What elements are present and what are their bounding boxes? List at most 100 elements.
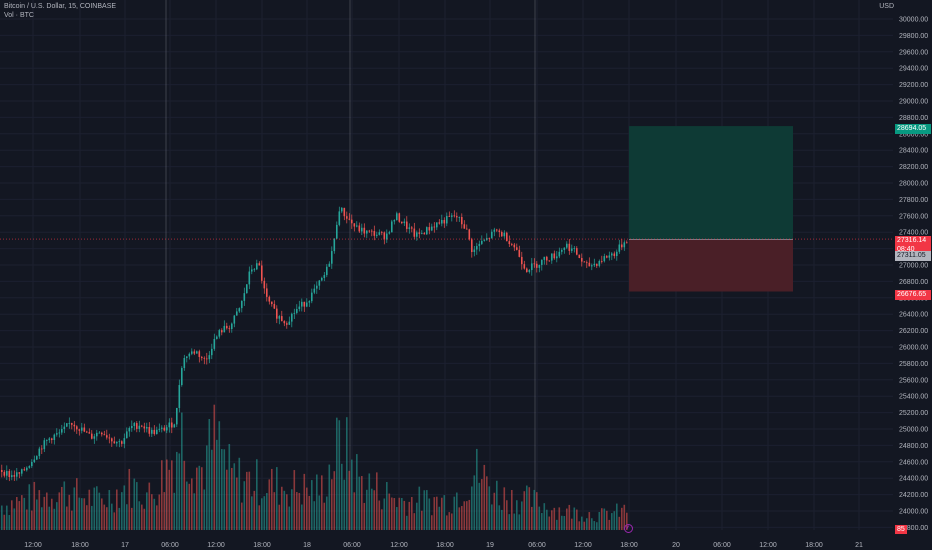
volume-bar bbox=[613, 511, 616, 530]
volume-bar bbox=[371, 488, 373, 530]
volume-bar bbox=[496, 480, 498, 530]
volume-bar bbox=[476, 448, 478, 530]
candle-body bbox=[573, 248, 576, 249]
volume-bar bbox=[528, 487, 531, 530]
volume-bar bbox=[491, 504, 493, 530]
volume-bar bbox=[266, 492, 268, 530]
volume-bar bbox=[233, 463, 236, 530]
candle-body bbox=[101, 432, 103, 435]
volume-bar bbox=[368, 473, 371, 530]
candle-body bbox=[111, 438, 113, 442]
candle-body bbox=[398, 213, 401, 222]
candle-body bbox=[508, 241, 511, 245]
volume-bar bbox=[3, 514, 6, 530]
candle-body bbox=[38, 448, 41, 457]
candle-body bbox=[421, 233, 423, 234]
candle-body bbox=[241, 300, 243, 309]
volume-bar bbox=[36, 499, 38, 530]
volume-bar bbox=[563, 516, 566, 530]
volume-bar bbox=[333, 471, 336, 530]
candle-body bbox=[186, 356, 188, 359]
volume-bar bbox=[76, 478, 78, 530]
volume-bar bbox=[26, 509, 28, 530]
volume-bar bbox=[231, 467, 233, 530]
volume-bar bbox=[396, 507, 398, 530]
candle-body bbox=[441, 219, 443, 224]
candle-body bbox=[208, 355, 211, 360]
candle-body bbox=[488, 237, 491, 239]
volume-bar bbox=[616, 503, 618, 530]
volume-bar bbox=[153, 498, 156, 530]
candle-body bbox=[371, 230, 373, 232]
candle-body bbox=[301, 301, 303, 307]
time-axis-label: 17 bbox=[121, 542, 129, 549]
volume-bar bbox=[146, 492, 148, 530]
candle-body bbox=[138, 425, 141, 429]
volume-bar bbox=[416, 502, 418, 530]
candle-body bbox=[203, 357, 206, 359]
price-axis-label: 28200.00 bbox=[899, 164, 928, 171]
volume-bar bbox=[206, 445, 208, 530]
candle-body bbox=[311, 292, 313, 302]
volume-bar bbox=[356, 454, 358, 530]
candle-body bbox=[78, 429, 81, 431]
candle-body bbox=[181, 368, 183, 386]
candle-body bbox=[321, 277, 323, 281]
candle-body bbox=[191, 351, 193, 354]
long-position-tool[interactable] bbox=[629, 126, 793, 292]
symbol-legend[interactable]: Bitcoin / U.S. Dollar, 15, COINBASE bbox=[4, 3, 117, 10]
candle-body bbox=[528, 270, 531, 272]
candle-body bbox=[263, 280, 266, 289]
volume-bar bbox=[403, 500, 406, 530]
candle-body bbox=[113, 441, 116, 444]
candle-body bbox=[231, 323, 233, 330]
volume-bar bbox=[623, 504, 626, 530]
replay-icon[interactable] bbox=[624, 524, 633, 533]
bar-countdown: 08:40 bbox=[897, 246, 915, 253]
candle-body bbox=[503, 232, 506, 237]
candle-body bbox=[88, 432, 91, 434]
volume-bar bbox=[438, 506, 441, 530]
volume-bar bbox=[398, 497, 401, 530]
volume-bar bbox=[393, 498, 396, 530]
candle-body bbox=[368, 230, 371, 232]
candle-body bbox=[313, 288, 316, 293]
volume-bar bbox=[348, 470, 351, 530]
volume-legend[interactable]: Vol · BTC bbox=[4, 12, 34, 19]
volume-bar bbox=[518, 514, 521, 530]
candle-body bbox=[6, 471, 8, 476]
candle-body bbox=[598, 260, 601, 266]
price-axis-label: 28600.00 bbox=[899, 131, 928, 138]
volume-bar bbox=[151, 494, 153, 530]
candle-body bbox=[103, 434, 106, 436]
candle-body bbox=[161, 427, 163, 429]
candle-body bbox=[456, 216, 458, 218]
volume-bar bbox=[611, 513, 613, 530]
candle-body bbox=[98, 432, 101, 434]
candle-body bbox=[13, 475, 16, 477]
candle-body bbox=[211, 348, 213, 356]
candle-body bbox=[521, 256, 523, 265]
candle-body bbox=[366, 230, 368, 234]
volume-bar bbox=[328, 464, 331, 530]
candle-body bbox=[431, 226, 433, 231]
volume-bar bbox=[308, 495, 311, 530]
candle-body bbox=[53, 434, 56, 440]
time-axis[interactable]: 12:00 18:00 17 06:00 12:00 18:00 18 06:00 12:00 1… bbox=[24, 542, 863, 549]
volume-bar bbox=[413, 513, 416, 530]
volume-bar bbox=[28, 484, 31, 530]
candle-body bbox=[401, 221, 403, 224]
volume-bar bbox=[261, 498, 263, 530]
candle-body bbox=[71, 423, 73, 425]
price-axis[interactable]: 30000.00 29800.00 29600.00 29400.00 29200.00… bbox=[899, 17, 928, 532]
candle-body bbox=[281, 316, 283, 322]
currency-label[interactable]: USD bbox=[879, 3, 894, 10]
candle-body bbox=[28, 466, 31, 468]
candle-body bbox=[146, 426, 148, 429]
candle-body bbox=[81, 427, 83, 431]
time-axis-label: 06:00 bbox=[713, 542, 731, 549]
volume-bar bbox=[523, 491, 526, 530]
candle-body bbox=[126, 431, 128, 439]
